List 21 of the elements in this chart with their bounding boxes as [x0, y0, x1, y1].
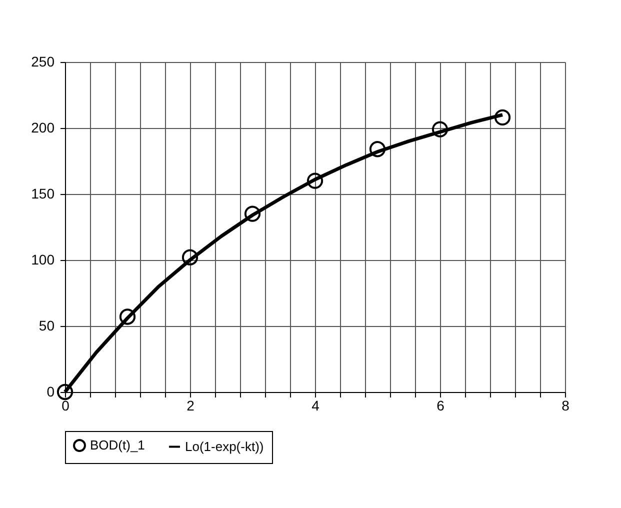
point — [306, 172, 324, 189]
point — [56, 384, 74, 400]
x-tick-label: 8 — [562, 398, 570, 414]
point — [119, 308, 136, 325]
point — [494, 109, 511, 126]
point — [369, 141, 386, 158]
y-tick-label: 100 — [31, 252, 55, 268]
x-tick-label: 4 — [312, 398, 320, 414]
y-tick-label: 200 — [31, 120, 55, 136]
x-tick-label: 2 — [186, 398, 195, 414]
point — [244, 206, 261, 222]
x-tick-label: 6 — [436, 398, 445, 414]
y-tick-label: 150 — [31, 186, 55, 202]
y-tick-label: 0 — [46, 384, 55, 400]
x-tick-label: 0 — [62, 398, 70, 414]
point — [432, 121, 448, 138]
point — [182, 249, 198, 266]
y-tick-label: 250 — [31, 54, 55, 70]
legend-label: BOD(t)_1 — [90, 438, 145, 453]
y-tick-label: 50 — [38, 318, 55, 334]
legend-label: Lo(1-exp(-kt)) — [185, 438, 264, 454]
